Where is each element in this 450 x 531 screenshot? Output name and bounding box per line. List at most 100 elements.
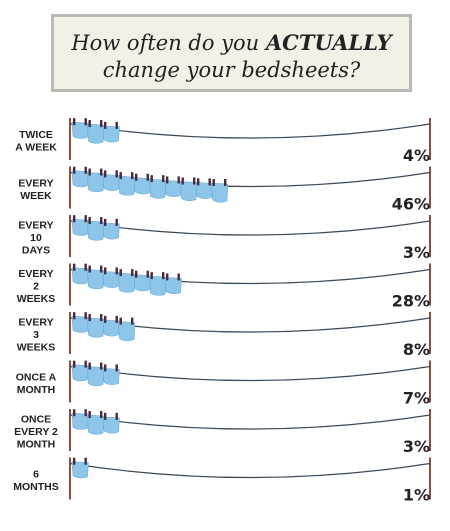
category-label-line: ONCE: [21, 414, 51, 426]
clothespin: [84, 457, 87, 465]
category-label-line: MONTH: [17, 439, 56, 451]
clothespin: [88, 362, 91, 370]
clothespin: [115, 267, 118, 275]
category-label: EVERY 2 WEEKS: [17, 268, 56, 305]
clothespin: [115, 218, 118, 226]
clothespin: [135, 173, 138, 181]
category-label-line: MONTHS: [13, 481, 59, 493]
bedsheet: [164, 277, 182, 295]
bedsheet: [164, 180, 182, 198]
bedsheet: [87, 366, 105, 387]
title-line-2: change your bedsheets?: [102, 58, 361, 82]
clothespin: [104, 412, 107, 420]
bedsheet: [102, 368, 120, 385]
bedsheet: [87, 220, 105, 241]
category-label-line: EVERY: [18, 177, 53, 189]
clothespin: [73, 215, 76, 223]
clothespin: [88, 168, 91, 176]
bedsheet: [195, 182, 213, 199]
bedsheet: [149, 275, 167, 296]
clothespin: [88, 120, 91, 128]
bedsheet: [87, 172, 105, 193]
clothespin: [73, 409, 76, 417]
clothespin: [104, 170, 107, 178]
clothespin: [88, 217, 91, 225]
bedsheet: [102, 271, 120, 288]
clothespin: [100, 411, 103, 419]
category-label: 6 MONTHS: [13, 468, 59, 493]
bedsheet: [71, 364, 89, 382]
bedsheet: [133, 177, 151, 195]
bedsheet: [87, 123, 105, 144]
category-label: EVERY WEEK: [18, 177, 53, 202]
clothespin: [181, 177, 184, 185]
title-box: How often do you ACTUALLY change your be…: [51, 14, 412, 92]
clothespin: [84, 263, 87, 271]
category-label-line: WEEK: [20, 190, 52, 202]
bedsheet: [149, 178, 167, 199]
bedsheet: [211, 182, 229, 203]
category-label: EVERY 3 WEEKS: [17, 317, 56, 354]
bedsheet: [71, 461, 89, 479]
bedsheet: [102, 174, 120, 191]
clothespin: [73, 166, 76, 174]
category-label-line: 3: [33, 329, 39, 341]
clothespin: [146, 270, 149, 278]
clothespin: [131, 269, 134, 277]
clothesline-row: EVERY 3 WEEKS 8%: [17, 312, 431, 359]
rope: [69, 462, 431, 479]
category-label-line: TWICE: [19, 129, 53, 141]
category-label-line: 10: [30, 232, 42, 244]
bedsheet: [118, 272, 136, 293]
clothespin: [177, 176, 180, 184]
clothespin: [88, 411, 91, 419]
clothesline-row: TWICE A WEEK 4%: [15, 118, 431, 165]
clothespin: [73, 118, 76, 126]
clothespin: [100, 362, 103, 370]
clothespin: [166, 176, 169, 184]
clothespin: [208, 178, 211, 186]
clothespin: [84, 360, 87, 368]
bedsheet: [71, 218, 89, 236]
clothespin: [135, 270, 138, 278]
clothespin: [197, 178, 200, 186]
clothespin: [166, 273, 169, 281]
clothespin: [100, 314, 103, 322]
clothespin: [104, 218, 107, 226]
value-label: 8%: [403, 340, 430, 359]
category-label: EVERY 10 DAYS: [18, 220, 53, 257]
title-text-1: How often do you ACTUALLY: [71, 30, 392, 55]
category-label: ONCE A MONTH: [16, 371, 57, 396]
category-label-line: A WEEK: [15, 141, 57, 153]
value-label: 28%: [392, 292, 430, 311]
clothespin: [193, 177, 196, 185]
category-label-line: 2: [33, 281, 39, 293]
value-label: 7%: [403, 389, 430, 408]
rope: [69, 123, 431, 139]
clothespin: [131, 317, 134, 325]
clothesline-row: ONCE EVERY 2 MONTH 3%: [14, 409, 431, 456]
category-label-line: EVERY 2: [14, 426, 58, 438]
value-label: 4%: [403, 146, 430, 165]
clothespin: [88, 265, 91, 273]
clothespin: [115, 315, 118, 323]
category-label: ONCE EVERY 2 MONTH: [14, 414, 58, 451]
clothespin: [84, 166, 87, 174]
rope: [69, 365, 431, 382]
value-label: 3%: [403, 437, 430, 456]
clothespin: [104, 267, 107, 275]
clothespin: [146, 173, 149, 181]
clothespin: [119, 269, 122, 277]
clothespin: [73, 360, 76, 368]
clothespin: [84, 118, 87, 126]
clothespin: [84, 409, 87, 417]
clothespin: [119, 172, 122, 180]
clothespin: [162, 175, 165, 183]
clothespin: [119, 317, 122, 325]
bedsheet: [71, 170, 89, 188]
category-label-line: 6: [33, 468, 39, 480]
clothespin: [100, 120, 103, 128]
value-label: 3%: [403, 243, 430, 262]
bedsheet: [71, 121, 89, 139]
clothesline-row: EVERY WEEK 46%: [18, 166, 431, 214]
